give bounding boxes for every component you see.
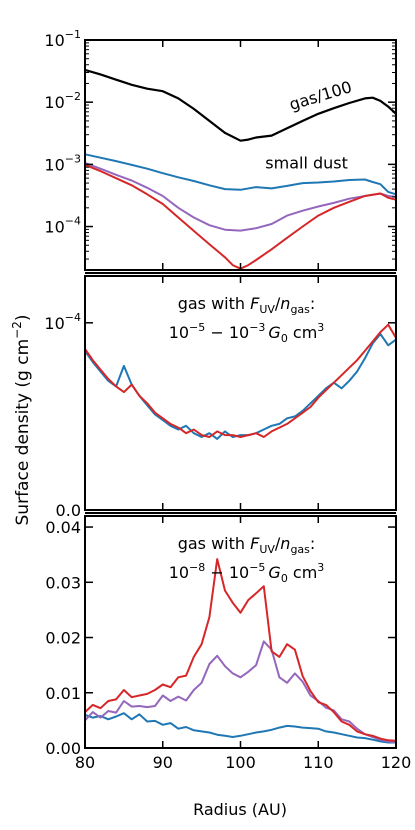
middle-annotation-line2: 10−5 − 10−3 G0 cm3: [169, 321, 325, 345]
bottom-y-tick-label: 0.02: [45, 629, 81, 648]
top-series-purple-line: [84, 162, 397, 232]
annotation-small-dust-label: small dust: [265, 154, 348, 173]
x-tick-label: 80: [75, 753, 95, 772]
middle-y-tick-label: 0.0: [56, 501, 81, 520]
middle-y-tick-label: 10−4: [44, 311, 81, 333]
middle-series-red-line: [84, 323, 397, 438]
top-y-tick-label: 10−1: [44, 28, 81, 50]
bottom-series-blue-line: [84, 712, 396, 744]
bottom-y-tick-label: 0.03: [45, 573, 81, 592]
x-axis-label: Radius (AU): [193, 800, 287, 819]
x-tick-label: 110: [303, 753, 334, 772]
panels: 10−4 10−3 10−2 10−1 gas/100 small dust 0.0 10−4…: [44, 28, 411, 772]
top-series-black-line: [84, 68, 397, 142]
top-y-tick-label: 10−2: [44, 90, 81, 112]
bottom-annotation-line1: gas with FUV/ngas:: [178, 534, 316, 556]
x-tick-label: 100: [225, 753, 256, 772]
bottom-y-tick-label: 0.00: [45, 739, 81, 758]
top-y-tick-label: 10−4: [44, 215, 81, 237]
annotation-gas-label: gas/100: [287, 77, 354, 114]
bottom-annotation-line2: 10−8 − 10−5 G0 cm3: [169, 561, 325, 585]
bottom-series-purple-line: [84, 640, 397, 744]
x-tick-label: 120: [381, 753, 412, 772]
top-y-tick-label: 10−3: [44, 152, 81, 174]
panel-top: 10−4 10−3 10−2 10−1 gas/100 small dust: [44, 28, 397, 274]
middle-series-blue-line: [84, 333, 397, 440]
top-series-blue-line: [84, 153, 397, 196]
bottom-series-red-line: [84, 558, 397, 742]
bottom-y-tick-label: 0.04: [45, 518, 81, 537]
top-axes-frame: [84, 39, 397, 271]
panel-bottom: 80 90 100 110 120 0.00 0.01 0.02 0.03 0.04 gas wit…: [45, 512, 412, 772]
top-series-red-line: [84, 163, 397, 270]
y-axis-label: Surface density (g cm−2): [10, 315, 33, 526]
bottom-y-tick-label: 0.01: [45, 684, 81, 703]
x-tick-label: 90: [153, 753, 173, 772]
panel-middle: 0.0 10−4 gas with FUV/ngas: 10−5 − 10−3 G0 c…: [44, 272, 397, 520]
middle-annotation-line1: gas with FUV/ngas:: [178, 294, 316, 316]
